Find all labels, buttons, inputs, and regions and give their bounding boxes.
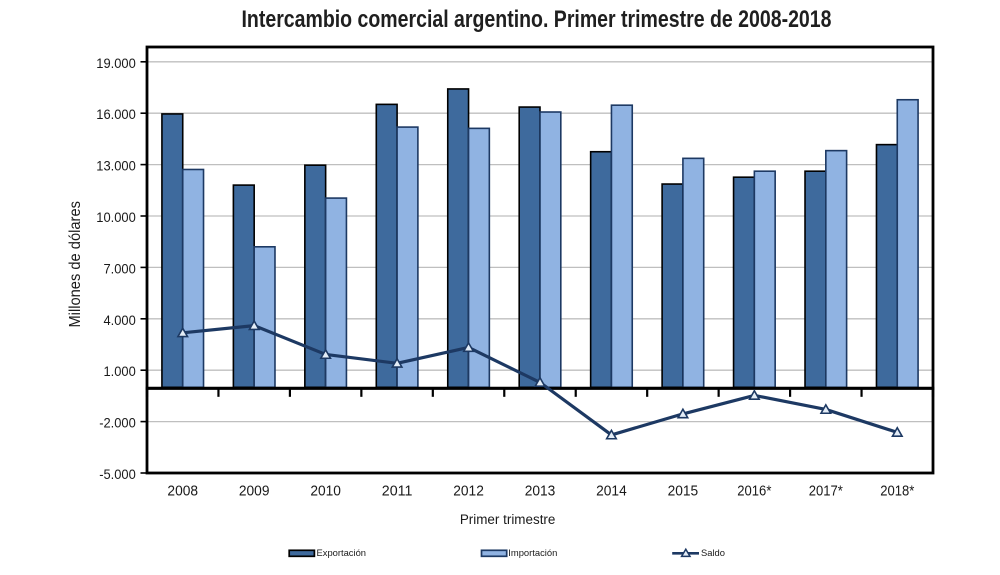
svg-text:2015: 2015 [668,483,699,499]
svg-text:2012: 2012 [453,483,484,499]
svg-text:2017*: 2017* [809,483,843,499]
svg-text:2011: 2011 [382,483,413,499]
svg-text:2018*: 2018* [880,483,914,499]
svg-text:2013: 2013 [525,483,556,499]
svg-text:2010: 2010 [310,483,341,499]
svg-text:10.000: 10.000 [96,209,136,225]
svg-text:Saldo: Saldo [701,547,725,558]
svg-text:2009: 2009 [239,483,270,499]
svg-text:2014: 2014 [596,483,627,499]
svg-text:-2.000: -2.000 [99,415,136,431]
svg-text:13.000: 13.000 [96,158,136,174]
svg-text:16.000: 16.000 [96,106,136,122]
svg-text:19.000: 19.000 [96,55,136,71]
svg-text:Primer trimestre: Primer trimestre [460,512,556,527]
svg-text:2008: 2008 [167,483,198,499]
svg-text:-5.000: -5.000 [99,466,136,482]
svg-text:Millones de dólares: Millones de dólares [67,201,84,328]
svg-text:7.000: 7.000 [104,260,136,276]
svg-text:Intercambio comercial argentin: Intercambio comercial argentino. Primer … [242,6,832,33]
svg-text:Importación: Importación [508,547,557,558]
svg-text:Exportación: Exportación [317,547,367,558]
svg-text:1.000: 1.000 [104,363,136,379]
svg-text:4.000: 4.000 [104,312,136,328]
svg-text:2016*: 2016* [737,483,771,499]
